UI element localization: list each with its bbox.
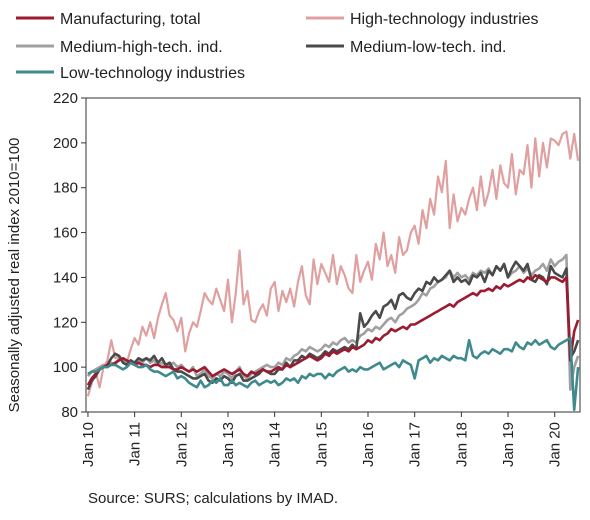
y-tick-label: 80 (61, 404, 78, 421)
x-tick-label: Jan 12 (173, 422, 190, 467)
axes (85, 97, 581, 413)
x-tick-label: Jan 19 (500, 422, 517, 467)
x-tick-label: Jan 18 (453, 422, 470, 467)
y-tick-label: 220 (53, 90, 78, 107)
y-axis-ticks: 80 100 120 140 160 180 200 220 (53, 90, 86, 421)
source-note: Source: SURS; calculations by IMAD. (88, 490, 339, 507)
legend-label: High-technology industries (350, 11, 539, 28)
legend-label: Medium-low-tech. ind. (350, 39, 507, 56)
x-tick-label: Jan 11 (127, 422, 144, 466)
y-tick-label: 100 (53, 359, 78, 376)
x-tick-label: Jan 13 (220, 422, 237, 467)
y-tick-label: 200 (53, 135, 78, 152)
plot-frame (85, 97, 581, 413)
y-tick-label: 160 (53, 225, 78, 242)
series-line-low-technology-industries (87, 336, 580, 412)
x-tick-label: Jan 20 (547, 422, 564, 467)
y-axis-title: Seasonally adjusted real index 2010=100 (6, 138, 23, 413)
x-tick-label: Jan 14 (267, 422, 284, 467)
legend-label: Medium-high-tech. ind. (60, 39, 223, 56)
series-lines (86, 130, 580, 412)
legend: Manufacturing, total High-technology indu… (16, 11, 539, 82)
legend-label: Manufacturing, total (60, 11, 201, 28)
legend-label: Low-technology industries (60, 65, 245, 82)
x-tick-label: Jan 17 (407, 422, 424, 467)
x-tick-label: Jan 10 (80, 422, 97, 467)
series-line-medium-high-tech-ind (86, 253, 580, 391)
x-tick-label: Jan 15 (313, 422, 330, 467)
series-line-high-technology-industries (86, 130, 580, 397)
y-tick-label: 140 (53, 269, 78, 286)
x-tick-label: Jan 16 (360, 422, 377, 467)
series-line-manufacturing-total (86, 273, 580, 386)
series-line-medium-low-tech-ind (86, 260, 580, 391)
y-tick-label: 180 (53, 180, 78, 197)
x-axis-ticks: Jan 10 Jan 11 Jan 12 Jan 13 Jan 14 Jan 15 Jan … (80, 412, 564, 467)
y-tick-label: 120 (53, 314, 78, 331)
